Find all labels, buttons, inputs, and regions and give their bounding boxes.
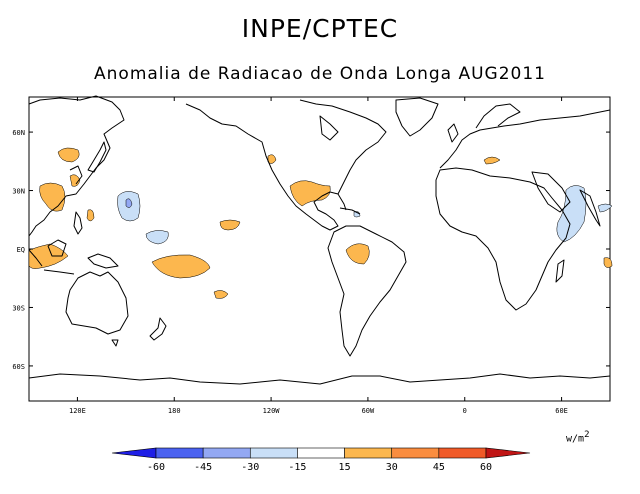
lon-label: 60E <box>555 407 568 415</box>
lat-label: 30S <box>12 304 25 312</box>
legend-swatch <box>297 447 345 459</box>
lon-label: 180 <box>168 407 181 415</box>
lat-label: 60N <box>12 129 25 137</box>
coast-scandinavia <box>475 103 521 129</box>
legend-tick-label: 30 <box>386 462 398 473</box>
coast-antarctica <box>28 373 611 385</box>
units-text: w/m <box>566 433 585 445</box>
lat-label: 30N <box>12 188 25 196</box>
anomaly-positive-east-edge <box>603 257 613 268</box>
color-legend: -60 -45 -30 -15 15 30 45 60 <box>111 447 531 473</box>
map-axes: 60N 30N EQ 30S 60S 120E 180 120W 60W 0 60E <box>12 97 610 415</box>
legend-swatch <box>155 447 204 459</box>
anomaly-patches <box>28 147 613 299</box>
lon-label: 120E <box>69 407 86 415</box>
coast-madagascar <box>555 259 565 283</box>
anomaly-positive-taiwan <box>69 174 81 187</box>
legend-tick-label: -15 <box>288 462 306 473</box>
coast-greenland <box>395 97 439 137</box>
coast-borneo <box>47 239 67 257</box>
map-subtitle: Anomalia de Radiacao de Onda Longa AUG20… <box>94 64 546 84</box>
legend-swatch <box>249 447 298 459</box>
legend-tick-label: -45 <box>194 462 212 473</box>
lat-label: EQ <box>17 246 25 254</box>
anomaly-positive-mideast <box>483 156 501 165</box>
lon-label: 120W <box>263 407 281 415</box>
coast-japan <box>87 141 107 173</box>
legend-units: w/m2 <box>566 430 589 444</box>
anomaly-positive-south-pacific <box>151 254 211 279</box>
coast-africa <box>435 167 571 311</box>
anomaly-negative-equatorial-pacific <box>145 230 169 245</box>
coast-new-zealand <box>149 317 167 341</box>
legend-swatch <box>391 447 440 459</box>
legend-tick-label: -60 <box>147 462 165 473</box>
coast-south-america <box>327 225 407 357</box>
coast-florida <box>337 193 347 211</box>
coast-asia <box>28 95 125 237</box>
coast-tasmania <box>111 339 119 347</box>
coast-korea <box>69 165 83 185</box>
legend-tick-label: -30 <box>241 462 259 473</box>
coast-india <box>579 189 601 227</box>
units-exponent: 2 <box>584 430 590 440</box>
coast-cuba <box>339 207 361 215</box>
lon-label: 0 <box>463 407 467 415</box>
anomaly-positive-china-coast <box>39 182 66 212</box>
coast-europe <box>439 109 611 169</box>
coast-java <box>43 269 75 275</box>
coast-hudson <box>319 115 339 141</box>
anomaly-negative-east-edge <box>597 203 613 213</box>
legend-swatch <box>344 447 393 459</box>
legend-swatch-max <box>485 447 531 459</box>
legend-swatch <box>202 447 251 459</box>
legend-swatch <box>438 447 487 459</box>
anomaly-positive-central-pacific <box>219 219 241 231</box>
anomaly-positive-gulf-mexico <box>289 180 331 207</box>
lat-label: 60S <box>12 363 25 371</box>
anomaly-positive-japan <box>57 147 80 163</box>
coastlines <box>28 95 611 385</box>
coast-australia <box>65 271 129 335</box>
anomaly-positive-small-pacific <box>213 290 229 299</box>
legend-tick-label: 60 <box>480 462 492 473</box>
legend-swatch-min <box>111 447 157 459</box>
lon-label: 60W <box>362 407 375 415</box>
anomaly-negative-west-pacific-core <box>125 198 133 208</box>
anomaly-negative-africa-indian <box>556 185 587 243</box>
coast-new-guinea <box>87 253 119 269</box>
coast-uk <box>447 123 459 143</box>
coast-north-america <box>185 99 387 231</box>
map-frame <box>28 96 611 402</box>
coast-philippines <box>73 211 83 235</box>
legend-tick-label: 45 <box>433 462 445 473</box>
anomaly-positive-amazon <box>345 243 370 265</box>
page-title: INPE/CPTEC <box>241 14 399 43</box>
anomaly-positive-philippines <box>86 209 95 222</box>
legend-tick-label: 15 <box>339 462 351 473</box>
coast-arabia <box>531 171 571 213</box>
coast-sumatra <box>28 249 43 267</box>
